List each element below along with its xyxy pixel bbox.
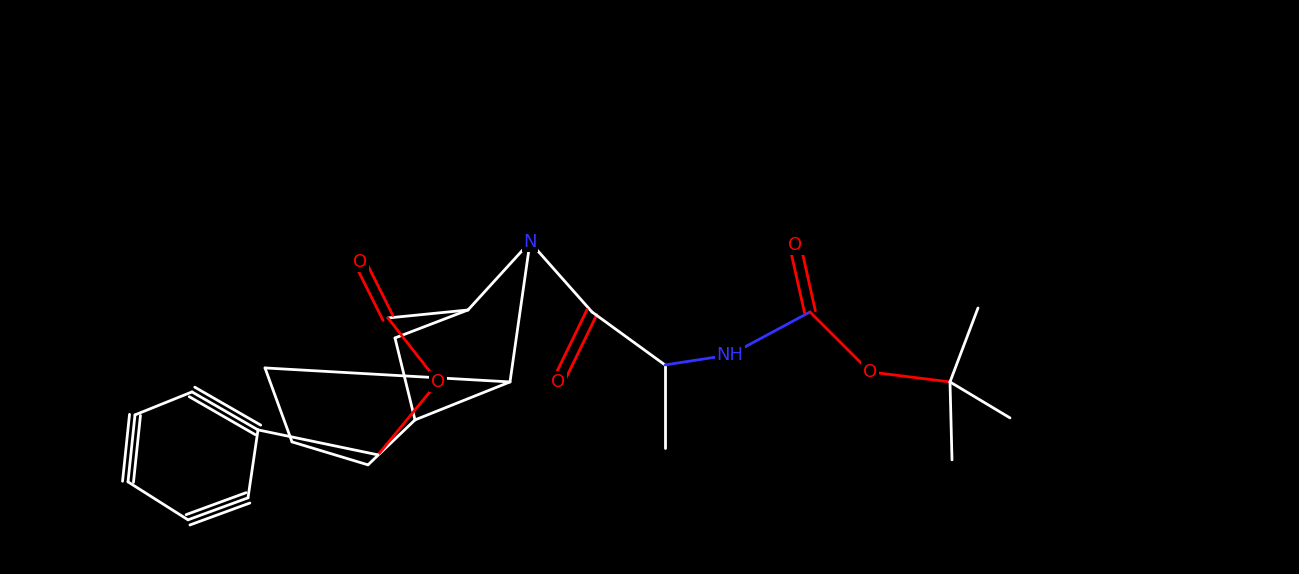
Text: O: O (431, 373, 446, 391)
Text: N: N (523, 233, 536, 251)
Text: O: O (788, 236, 801, 254)
Text: O: O (863, 363, 877, 381)
Text: O: O (353, 253, 368, 271)
Text: O: O (551, 373, 565, 391)
Text: NH: NH (717, 346, 743, 364)
